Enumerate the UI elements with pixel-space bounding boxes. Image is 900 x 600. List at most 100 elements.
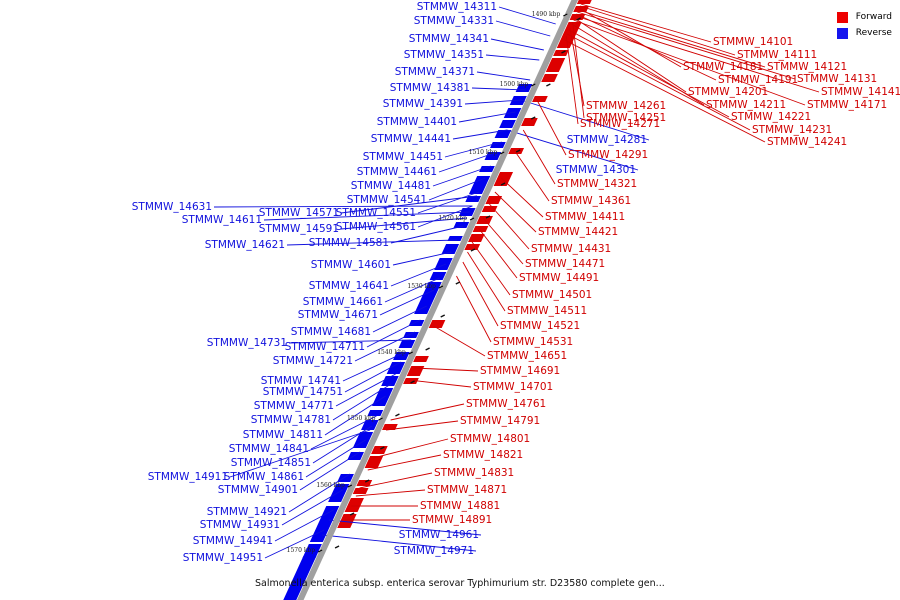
forward-gene-label[interactable]: STMMW_14261 bbox=[586, 100, 666, 112]
reverse-gene-label[interactable]: STMMW_14391 bbox=[383, 98, 463, 110]
forward-gene-label[interactable]: STMMW_14111 bbox=[737, 49, 817, 61]
forward-gene-feature[interactable] bbox=[541, 74, 558, 82]
reverse-gene-label[interactable]: STMMW_14621 bbox=[205, 239, 285, 251]
reverse-gene-feature[interactable] bbox=[372, 396, 390, 406]
reverse-gene-label[interactable]: STMMW_14841 bbox=[229, 443, 309, 455]
forward-gene-feature[interactable] bbox=[382, 424, 398, 430]
forward-gene-feature[interactable] bbox=[428, 320, 446, 328]
reverse-gene-label[interactable]: STMMW_14551 bbox=[336, 207, 416, 219]
forward-gene-label[interactable]: STMMW_14651 bbox=[487, 350, 567, 362]
reverse-gene-label[interactable]: STMMW_14301 bbox=[556, 164, 636, 176]
forward-gene-feature[interactable] bbox=[545, 66, 562, 72]
forward-gene-feature[interactable] bbox=[356, 480, 373, 486]
forward-gene-feature[interactable] bbox=[344, 506, 361, 512]
legend-reverse[interactable]: Reverse bbox=[836, 25, 892, 41]
reverse-gene-label[interactable]: STMMW_14441 bbox=[371, 133, 451, 145]
forward-gene-label[interactable]: STMMW_14361 bbox=[551, 195, 631, 207]
forward-gene-label[interactable]: STMMW_14471 bbox=[525, 258, 605, 270]
reverse-gene-label[interactable]: STMMW_14611 bbox=[182, 214, 262, 226]
reverse-gene-label[interactable]: STMMW_14721 bbox=[273, 355, 353, 367]
reverse-gene-feature[interactable] bbox=[490, 142, 506, 148]
reverse-gene-feature[interactable] bbox=[347, 452, 364, 460]
reverse-gene-feature[interactable] bbox=[494, 130, 512, 138]
forward-gene-label[interactable]: STMMW_14321 bbox=[557, 178, 637, 190]
forward-gene-feature[interactable] bbox=[485, 196, 503, 204]
reverse-gene-label[interactable]: STMMW_14311 bbox=[417, 1, 497, 13]
reverse-gene-feature[interactable] bbox=[499, 120, 516, 128]
reverse-gene-label[interactable]: STMMW_14451 bbox=[363, 151, 443, 163]
forward-gene-feature[interactable] bbox=[553, 50, 569, 56]
reverse-gene-label[interactable]: STMMW_14741 bbox=[261, 375, 341, 387]
reverse-gene-label[interactable]: STMMW_14281 bbox=[567, 134, 647, 146]
reverse-gene-label[interactable]: STMMW_14931 bbox=[200, 519, 280, 531]
forward-gene-feature[interactable] bbox=[521, 118, 538, 126]
forward-gene-feature[interactable] bbox=[576, 0, 593, 4]
reverse-gene-label[interactable]: STMMW_14341 bbox=[409, 33, 489, 45]
reverse-gene-label[interactable]: STMMW_14571 bbox=[259, 207, 339, 219]
forward-gene-feature[interactable] bbox=[548, 58, 566, 66]
forward-gene-feature[interactable] bbox=[403, 378, 419, 384]
reverse-gene-label[interactable]: STMMW_14631 bbox=[132, 201, 212, 213]
reverse-gene-label[interactable]: STMMW_14481 bbox=[351, 180, 431, 192]
forward-gene-label[interactable]: STMMW_14691 bbox=[480, 365, 560, 377]
forward-gene-label[interactable]: STMMW_14881 bbox=[420, 500, 500, 512]
reverse-gene-feature[interactable] bbox=[337, 474, 354, 482]
forward-gene-feature[interactable] bbox=[468, 234, 485, 242]
forward-gene-label[interactable]: STMMW_14291 bbox=[568, 149, 648, 161]
forward-gene-label[interactable]: STMMW_14821 bbox=[443, 449, 523, 461]
forward-gene-label[interactable]: STMMW_14491 bbox=[519, 272, 599, 284]
reverse-gene-feature[interactable] bbox=[465, 196, 482, 202]
forward-gene-feature[interactable] bbox=[472, 226, 489, 232]
reverse-gene-feature[interactable] bbox=[331, 484, 350, 494]
reverse-gene-label[interactable]: STMMW_14561 bbox=[336, 221, 416, 233]
forward-gene-label[interactable]: STMMW_14131 bbox=[797, 73, 877, 85]
reverse-gene-feature[interactable] bbox=[288, 572, 310, 588]
forward-gene-feature[interactable] bbox=[413, 356, 429, 362]
reverse-gene-label[interactable]: STMMW_14851 bbox=[231, 457, 311, 469]
reverse-gene-feature[interactable] bbox=[282, 588, 302, 600]
forward-gene-label[interactable]: STMMW_14801 bbox=[450, 433, 530, 445]
forward-gene-label[interactable]: STMMW_14231 bbox=[752, 124, 832, 136]
forward-gene-label[interactable]: STMMW_14201 bbox=[688, 86, 768, 98]
forward-gene-label[interactable]: STMMW_14501 bbox=[512, 289, 592, 301]
reverse-gene-label[interactable]: STMMW_14901 bbox=[218, 484, 298, 496]
reverse-gene-label[interactable]: STMMW_14861 bbox=[224, 471, 304, 483]
reverse-gene-feature[interactable] bbox=[441, 244, 460, 254]
reverse-gene-label[interactable]: STMMW_14401 bbox=[377, 116, 457, 128]
reverse-gene-feature[interactable] bbox=[484, 152, 502, 160]
reverse-gene-label[interactable]: STMMW_14711 bbox=[285, 341, 365, 353]
reverse-gene-label[interactable]: STMMW_14331 bbox=[414, 15, 494, 27]
reverse-gene-feature[interactable] bbox=[398, 340, 416, 348]
reverse-gene-feature[interactable] bbox=[315, 520, 333, 530]
reverse-gene-feature[interactable] bbox=[479, 166, 495, 172]
reverse-gene-feature[interactable] bbox=[453, 222, 470, 228]
reverse-gene-feature[interactable] bbox=[356, 432, 374, 440]
reverse-gene-feature[interactable] bbox=[403, 332, 419, 338]
forward-gene-feature[interactable] bbox=[560, 32, 578, 40]
legend-forward[interactable]: Forward bbox=[836, 9, 892, 25]
reverse-gene-feature[interactable] bbox=[386, 362, 406, 374]
forward-gene-label[interactable]: STMMW_14521 bbox=[500, 320, 580, 332]
forward-gene-label[interactable]: STMMW_14181 bbox=[683, 61, 763, 73]
forward-gene-label[interactable]: STMMW_14871 bbox=[427, 484, 507, 496]
forward-gene-label[interactable]: STMMW_14251 bbox=[586, 112, 666, 124]
reverse-gene-label[interactable]: STMMW_14921 bbox=[207, 506, 287, 518]
forward-gene-label[interactable]: STMMW_14531 bbox=[493, 336, 573, 348]
forward-gene-label[interactable]: STMMW_14101 bbox=[713, 36, 793, 48]
reverse-gene-label[interactable]: STMMW_14661 bbox=[303, 296, 383, 308]
reverse-gene-feature[interactable] bbox=[367, 410, 384, 416]
reverse-gene-feature[interactable] bbox=[296, 556, 317, 572]
reverse-gene-feature[interactable] bbox=[408, 320, 425, 326]
reverse-gene-label[interactable]: STMMW_14381 bbox=[390, 82, 470, 94]
reverse-gene-feature[interactable] bbox=[429, 272, 447, 280]
forward-gene-label[interactable]: STMMW_14761 bbox=[466, 398, 546, 410]
forward-gene-label[interactable]: STMMW_14831 bbox=[434, 467, 514, 479]
forward-gene-label[interactable]: STMMW_14191 bbox=[718, 74, 798, 86]
reverse-gene-label[interactable]: STMMW_14371 bbox=[395, 66, 475, 78]
reverse-gene-label[interactable]: STMMW_14681 bbox=[291, 326, 371, 338]
forward-gene-label[interactable]: STMMW_14241 bbox=[767, 136, 847, 148]
forward-gene-feature[interactable] bbox=[364, 456, 384, 468]
reverse-gene-feature[interactable] bbox=[393, 352, 410, 360]
reverse-gene-label[interactable]: STMMW_14581 bbox=[309, 237, 389, 249]
forward-gene-label[interactable]: STMMW_14411 bbox=[545, 211, 625, 223]
